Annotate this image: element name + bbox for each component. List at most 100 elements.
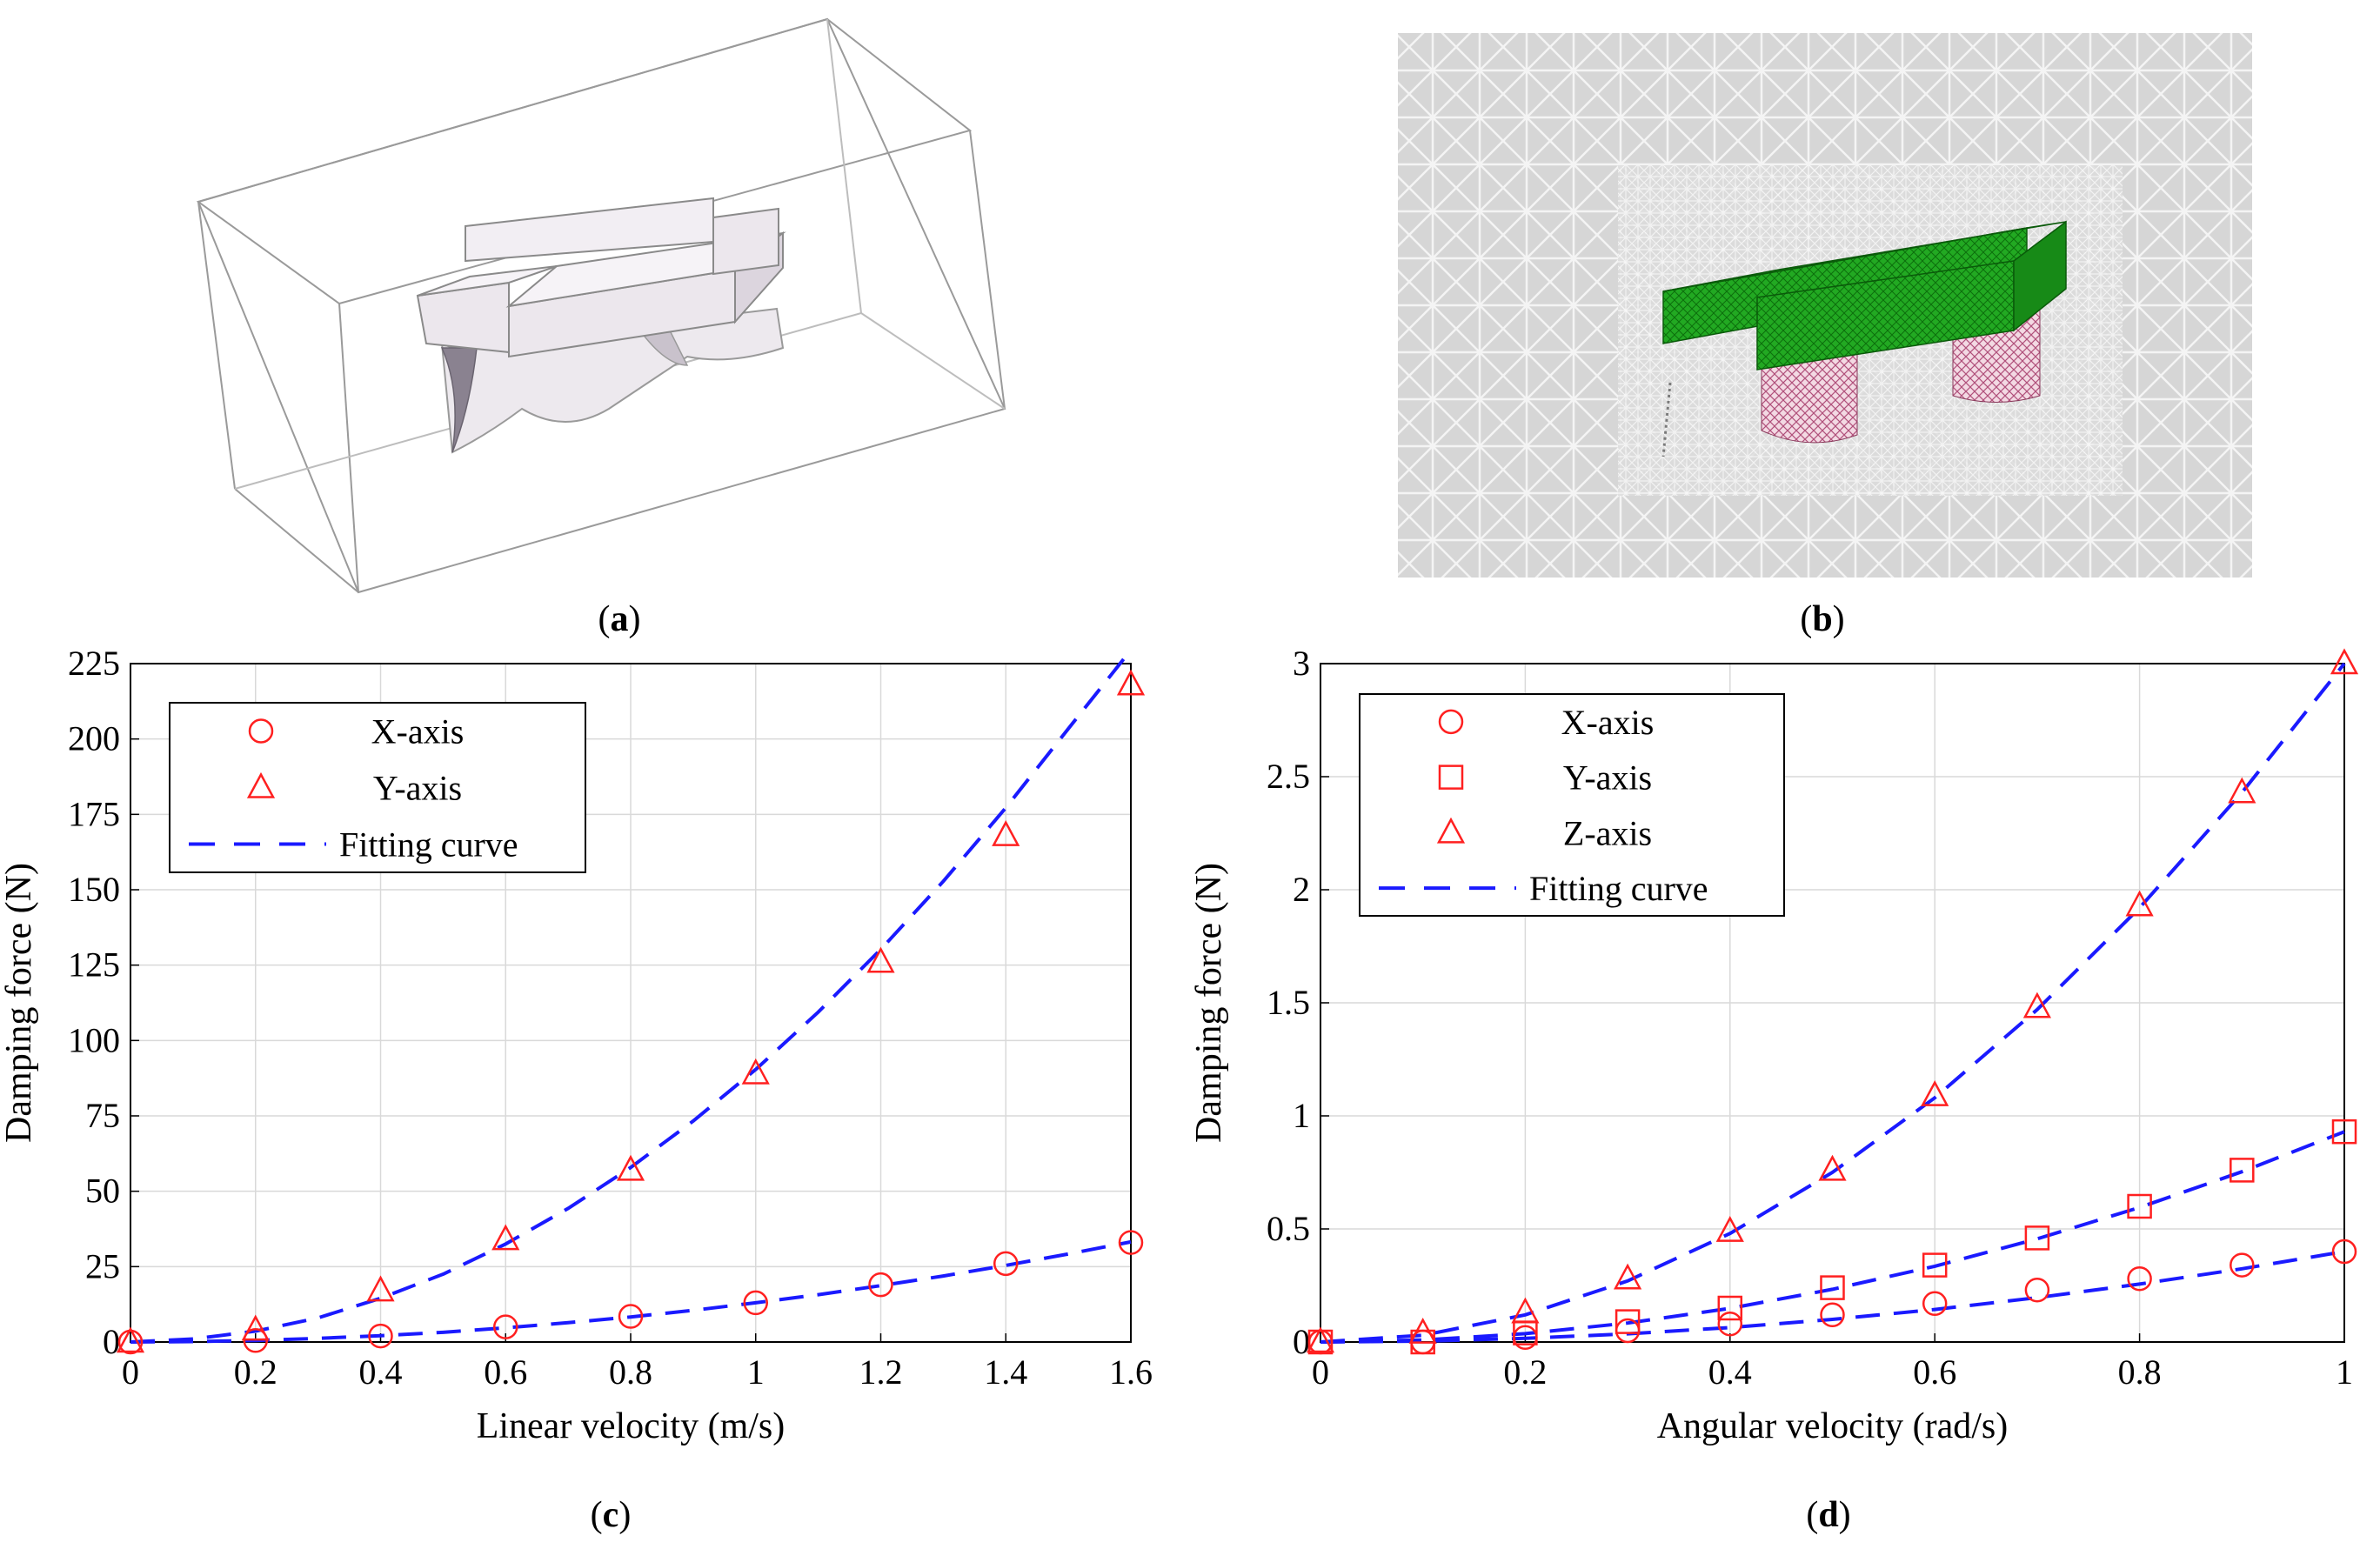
data-point-y-axis — [2331, 1118, 2357, 1145]
legend-label: Fitting curve — [339, 825, 518, 865]
data-point-z-axis — [1715, 1215, 1744, 1242]
data-point-x-axis — [493, 1314, 518, 1339]
legend-marker-z-axis — [1436, 817, 1466, 844]
data-point-y-axis — [2127, 1193, 2152, 1219]
x-tick-label: 1 — [2336, 1352, 2353, 1392]
data-point-x-axis — [2331, 1239, 2357, 1265]
caption-c: (c) — [591, 1495, 632, 1535]
plot-frame — [1320, 663, 2345, 1343]
plot-frame — [130, 663, 1132, 1343]
data-point-x-axis — [1820, 1302, 1845, 1328]
legend-label: Y-axis — [373, 769, 462, 808]
data-point-y-axis — [366, 1275, 395, 1302]
fitting-curve-line — [1320, 1130, 2345, 1344]
data-point-z-axis — [1921, 1079, 1949, 1106]
x-tick-label: 1.4 — [984, 1352, 1027, 1392]
fitting-curve-line — [130, 1239, 1132, 1344]
caption-b: (b) — [1800, 599, 1844, 639]
legend-label: X-axis — [371, 712, 465, 751]
data-point-x-axis — [368, 1323, 393, 1349]
x-tick-label: 0.6 — [484, 1352, 527, 1392]
y-tick-label: 175 — [68, 794, 120, 833]
legend: X-axis Y-axis Z-axis Fitting curve — [1359, 693, 1785, 917]
y-tick-label: 200 — [68, 719, 120, 758]
data-point-x-axis — [1922, 1291, 1948, 1317]
data-point-y-axis — [1717, 1295, 1743, 1321]
data-point-y-axis — [116, 1326, 145, 1353]
panel-b-mesh — [1398, 33, 2252, 578]
data-point-z-axis — [1306, 1326, 1335, 1353]
x-tick-label: 1 — [747, 1352, 765, 1392]
x-tick-label: 0.2 — [1503, 1352, 1547, 1392]
y-tick-label: 0 — [1293, 1322, 1310, 1361]
data-point-x-axis — [1717, 1311, 1743, 1337]
legend-marker-x-axis — [1438, 709, 1464, 735]
data-point-y-axis — [491, 1224, 520, 1251]
data-point-y-axis — [866, 946, 895, 973]
x-axis-title: Angular velocity (rad/s) — [1657, 1406, 2009, 1446]
box-edge — [338, 303, 359, 593]
data-point-z-axis — [1614, 1263, 1642, 1290]
x-tick-label: 0.2 — [234, 1352, 277, 1392]
box-edge — [234, 488, 359, 593]
y-tick-label: 150 — [68, 870, 120, 909]
x-axis-title: Linear velocity (m/s) — [477, 1406, 786, 1446]
legend-marker-x-axis — [248, 718, 274, 744]
data-point-z-axis — [1408, 1317, 1437, 1344]
y-tick-label: 3 — [1293, 644, 1310, 683]
data-point-y-axis — [992, 819, 1020, 846]
legend-label: X-axis — [1561, 703, 1655, 742]
data-point-y-axis — [2024, 1225, 2050, 1251]
data-point-x-axis — [743, 1290, 768, 1316]
mesh-edge-detail — [1661, 382, 1672, 457]
data-point-z-axis — [1511, 1297, 1540, 1324]
data-point-x-axis — [2127, 1265, 2152, 1292]
y-tick-label: 100 — [68, 1020, 120, 1059]
x-tick-label: 0.4 — [1708, 1352, 1752, 1392]
y-tick-label: 1.5 — [1267, 983, 1310, 1022]
left-cylinder-mesh — [1761, 347, 1858, 444]
y-axis-title: Damping force (N) — [1189, 863, 1229, 1143]
box-edge — [969, 130, 1006, 410]
data-point-x-axis — [868, 1272, 893, 1298]
data-point-y-axis — [1922, 1252, 1948, 1278]
data-point-y-axis — [2230, 1158, 2255, 1183]
data-point-z-axis — [2330, 648, 2359, 675]
y-tick-label: 0 — [103, 1322, 120, 1361]
x-tick-label: 0 — [122, 1352, 139, 1392]
data-point-z-axis — [2125, 890, 2154, 917]
x-tick-label: 1.6 — [1109, 1352, 1153, 1392]
y-axis-title: Damping force (N) — [0, 863, 39, 1143]
x-tick-label: 0.8 — [2118, 1352, 2162, 1392]
y-tick-label: 0.5 — [1267, 1209, 1310, 1248]
y-tick-label: 75 — [85, 1096, 120, 1135]
caption-d: (d) — [1806, 1495, 1850, 1535]
box-edge — [197, 201, 236, 490]
x-tick-label: 0.4 — [359, 1352, 403, 1392]
legend-marker-y-axis — [1438, 764, 1464, 790]
legend: X-axis Y-axis Fitting curve — [169, 702, 586, 873]
y-tick-label: 1 — [1293, 1096, 1310, 1135]
box-edge — [826, 18, 862, 314]
data-point-x-axis — [618, 1304, 644, 1329]
data-point-x-axis — [1118, 1230, 1144, 1255]
data-point-z-axis — [2022, 991, 2051, 1018]
fitting-curve-line — [130, 649, 1133, 1344]
x-tick-label: 1.2 — [859, 1352, 903, 1392]
y-tick-label: 25 — [85, 1246, 120, 1285]
data-point-x-axis — [2024, 1277, 2050, 1303]
y-tick-label: 125 — [68, 945, 120, 985]
fitting-curve-line — [1320, 1250, 2345, 1344]
data-point-y-axis — [241, 1314, 270, 1341]
right-block — [712, 207, 779, 276]
y-tick-label: 50 — [85, 1172, 120, 1211]
legend-label: Fitting curve — [1529, 869, 1708, 908]
main-beam-side-mesh — [2013, 220, 2067, 332]
legend-marker-y-axis — [246, 771, 276, 798]
x-tick-label: 0.6 — [1913, 1352, 1956, 1392]
x-tick-label: 0 — [1312, 1352, 1329, 1392]
data-point-y-axis — [1615, 1309, 1641, 1334]
y-tick-label: 2 — [1293, 870, 1310, 909]
box-edge — [860, 312, 1006, 410]
